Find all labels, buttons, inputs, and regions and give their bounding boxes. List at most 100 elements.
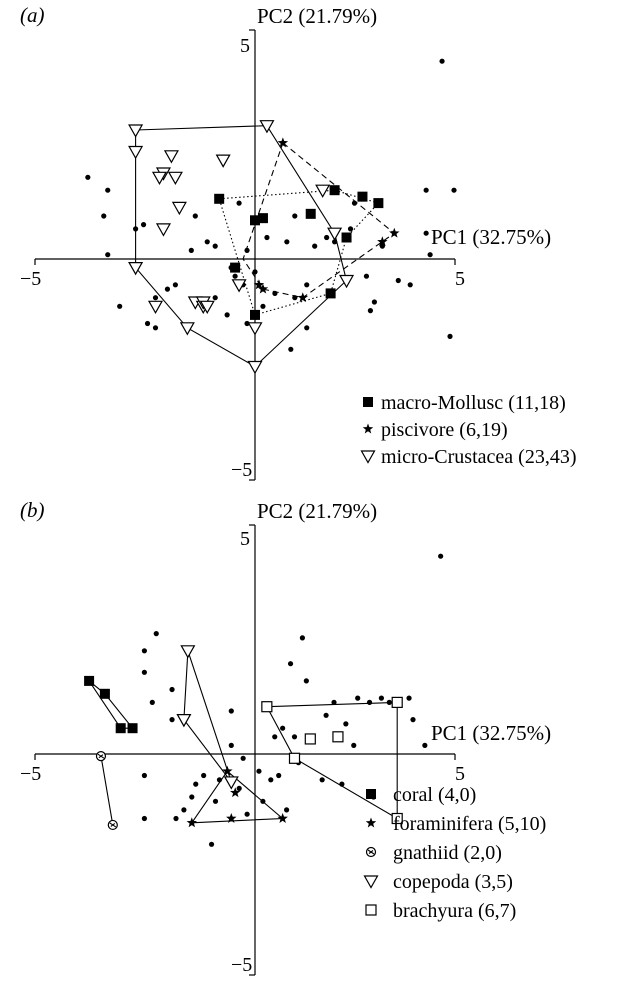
data-point: [439, 58, 445, 64]
data-point: [264, 234, 270, 241]
series-points: [261, 696, 403, 825]
series-marker: [259, 120, 275, 134]
series-marker: [277, 137, 289, 148]
data-point: [304, 325, 310, 331]
data-point: [244, 247, 250, 253]
data-point: [407, 282, 413, 288]
y-axis-label: PC2 (21.79%): [257, 4, 377, 28]
data-point: [303, 678, 309, 684]
legend: coral (4,0) foraminifera (5,10) gnathiid (…: [363, 784, 546, 922]
data-point: [164, 286, 171, 292]
data-point: [105, 187, 111, 193]
data-point: [423, 187, 429, 193]
legend-marker: [366, 789, 376, 799]
data-point: [343, 721, 349, 727]
data-point: [141, 815, 147, 822]
series-marker: [389, 227, 400, 238]
hull-line: [242, 142, 396, 299]
x-axis-label: PC1 (32.75%): [431, 721, 551, 745]
series-marker: [155, 223, 171, 237]
data-point: [312, 243, 318, 249]
series-points: [186, 765, 288, 828]
series-marker: [327, 227, 343, 241]
hull-line: [183, 650, 232, 783]
data-point: [406, 695, 412, 701]
series-marker: [199, 300, 215, 315]
series-marker: [341, 232, 352, 243]
legend-label: micro-Crustacea (23,43): [381, 446, 576, 468]
data-point: [331, 699, 337, 706]
data-point: [291, 734, 298, 740]
series-marker-stroke: [110, 823, 116, 827]
series-points: [253, 137, 400, 303]
series-marker: [171, 201, 187, 216]
x-tick-label: 5: [455, 763, 465, 785]
series-marker: [230, 787, 241, 798]
data-point: [212, 295, 218, 301]
series-marker: [325, 288, 336, 299]
series-marker: [357, 191, 368, 202]
legend-marker: [362, 423, 374, 434]
series-marker: [107, 819, 118, 831]
series-marker: [179, 322, 195, 336]
series-marker: [253, 279, 265, 290]
data-point: [173, 815, 179, 822]
series-marker: [223, 776, 239, 790]
data-point: [240, 755, 246, 761]
data-point: [276, 772, 282, 779]
series-marker: [180, 645, 196, 659]
data-point: [193, 781, 199, 787]
series-marker: [305, 208, 316, 219]
data-point: [105, 252, 111, 258]
series-marker: [391, 696, 403, 709]
data-point: [438, 553, 444, 559]
legend-marker: [363, 397, 373, 407]
series-marker: [176, 713, 192, 728]
x-tick-label: −5: [20, 268, 41, 290]
data-point: [371, 299, 377, 305]
hull-line: [135, 125, 348, 368]
data-point: [236, 200, 242, 206]
series-marker: [99, 688, 110, 699]
data-point: [363, 273, 370, 279]
legend-label: copepoda (3,5): [393, 871, 513, 893]
data-point: [141, 669, 147, 675]
data-point: [101, 213, 107, 219]
series-marker: [247, 360, 263, 375]
data-point: [181, 807, 187, 813]
data-point: [319, 777, 325, 783]
data-point: [141, 648, 147, 654]
data-point: [367, 308, 374, 314]
data-point: [140, 222, 147, 228]
legend: macro-Mollusc (11,18) piscivore (6,19) mic…: [360, 392, 576, 468]
legend-label: foraminifera (5,10): [393, 813, 546, 835]
data-point: [244, 811, 250, 817]
series-points: [214, 185, 384, 320]
data-point: [287, 661, 294, 667]
data-point: [423, 230, 429, 236]
legend-label: piscivore (6,19): [381, 419, 508, 441]
data-point: [351, 742, 357, 749]
data-point: [149, 699, 155, 706]
series-marker: [222, 765, 233, 776]
series-marker: [95, 751, 107, 762]
data-point: [212, 243, 218, 249]
data-point: [451, 187, 457, 193]
data-point: [236, 785, 242, 792]
data-point: [117, 303, 123, 309]
data-point: [272, 734, 278, 740]
hull-line: [191, 770, 285, 824]
series-marker: [332, 731, 344, 743]
data-point: [284, 239, 290, 245]
series-marker: [297, 292, 308, 303]
data-point: [252, 269, 258, 275]
data-point: [212, 798, 219, 804]
series-points: [128, 120, 355, 375]
data-point: [284, 807, 290, 813]
x-axis-label: PC1 (32.75%): [431, 225, 551, 249]
series-marker: [257, 283, 269, 294]
legend-marker: [365, 846, 377, 858]
series-marker: [247, 322, 263, 336]
series-marker: [84, 675, 95, 686]
series-marker: [377, 236, 388, 247]
